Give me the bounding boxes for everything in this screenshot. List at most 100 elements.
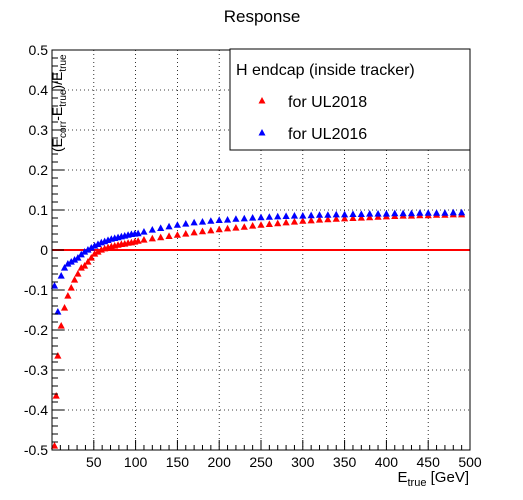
data-point — [265, 220, 273, 227]
data-point — [207, 217, 215, 224]
x-tick-label: 200 — [208, 454, 232, 470]
data-point — [299, 212, 307, 219]
data-point — [64, 292, 72, 299]
data-point — [257, 221, 265, 228]
y-tick-label: 0.2 — [29, 162, 49, 178]
data-point — [424, 209, 432, 216]
data-point — [249, 222, 257, 229]
data-point — [84, 246, 92, 253]
data-point — [441, 209, 449, 216]
data-point — [324, 215, 332, 223]
data-point — [60, 304, 69, 311]
x-tick-label: 300 — [291, 454, 315, 470]
data-point — [223, 224, 232, 232]
legend-marker-ul2016 — [258, 129, 266, 136]
data-point — [349, 210, 357, 217]
data-point — [232, 224, 240, 231]
data-point — [349, 214, 357, 221]
data-point — [215, 216, 223, 223]
x-tick-label: 500 — [458, 454, 482, 470]
data-point — [374, 210, 382, 217]
data-point — [366, 213, 374, 221]
data-point — [274, 212, 282, 220]
data-point — [249, 214, 257, 221]
y-axis-label: (Ecorr-Etrue)/Etrue — [49, 54, 69, 152]
data-point — [290, 212, 299, 219]
y-axis-ticks: -0.5 -0.4 -0.3 -0.2 -0.1 0 0.1 0.2 0.3 0.4 0.5 — [24, 42, 64, 458]
data-point — [57, 322, 65, 329]
y-tick-label: -0.4 — [24, 402, 48, 418]
data-point — [391, 209, 399, 217]
data-point — [173, 231, 181, 238]
series-1 — [50, 208, 466, 315]
data-point — [232, 215, 240, 222]
data-point — [357, 214, 365, 221]
data-point — [341, 214, 349, 222]
legend-title: H endcap (inside tracker) — [236, 62, 415, 79]
data-point — [223, 216, 232, 223]
x-tick-label: 50 — [86, 454, 102, 470]
data-series — [50, 208, 466, 449]
y-tick-label: 0.3 — [29, 122, 49, 138]
x-axis-label: Etrue [GeV] — [397, 469, 469, 489]
data-point — [50, 282, 59, 289]
y-tick-label: -0.3 — [24, 362, 48, 378]
x-axis-ticks: 50 100 150 200 250 300 350 400 450 500 — [59, 440, 482, 470]
data-point — [190, 218, 198, 226]
data-point — [77, 264, 85, 271]
legend: H endcap (inside tracker) for UL2018 for… — [229, 48, 471, 151]
x-tick-label: 400 — [375, 454, 399, 470]
legend-box — [229, 48, 471, 151]
y-tick-label: 0.1 — [29, 202, 49, 218]
data-point — [307, 211, 315, 219]
data-point — [265, 213, 273, 220]
data-point — [432, 209, 441, 216]
data-point — [315, 216, 324, 223]
data-point — [157, 233, 165, 241]
data-point — [64, 260, 72, 267]
data-point — [332, 210, 340, 218]
data-point — [148, 234, 156, 242]
data-point — [165, 232, 173, 239]
data-point — [173, 221, 181, 228]
data-point — [182, 220, 190, 227]
data-point — [182, 230, 190, 237]
legend-label-ul2018: for UL2018 — [288, 94, 367, 111]
data-point — [54, 308, 62, 315]
legend-label-ul2016: for UL2016 — [288, 126, 367, 143]
data-point — [81, 262, 89, 269]
data-point — [449, 208, 457, 216]
data-point — [357, 210, 365, 217]
data-point — [257, 213, 265, 221]
data-point — [307, 216, 315, 224]
data-point — [165, 222, 173, 230]
data-point — [94, 248, 102, 255]
data-point — [84, 258, 92, 265]
data-point — [416, 209, 424, 216]
data-point — [148, 226, 156, 233]
data-point — [274, 219, 282, 227]
data-point — [67, 258, 75, 265]
data-point — [240, 223, 248, 230]
data-point — [315, 211, 324, 218]
chart-title: Response — [224, 7, 301, 26]
data-point — [87, 254, 95, 261]
x-tick-label: 150 — [166, 454, 190, 470]
x-tick-label: 100 — [124, 454, 148, 470]
data-point — [91, 250, 99, 257]
data-point — [140, 236, 148, 243]
y-tick-label: 0.4 — [29, 82, 49, 98]
x-tick-label: 450 — [417, 454, 441, 470]
data-point — [74, 270, 82, 277]
data-point — [341, 210, 349, 218]
data-point — [77, 250, 85, 258]
data-point — [282, 212, 290, 219]
data-point — [134, 229, 142, 237]
data-point — [399, 209, 407, 217]
y-tick-label: 0 — [40, 242, 48, 258]
data-point — [366, 210, 374, 217]
y-tick-label: -0.5 — [24, 442, 48, 458]
data-point — [458, 208, 466, 216]
data-point — [407, 209, 416, 217]
